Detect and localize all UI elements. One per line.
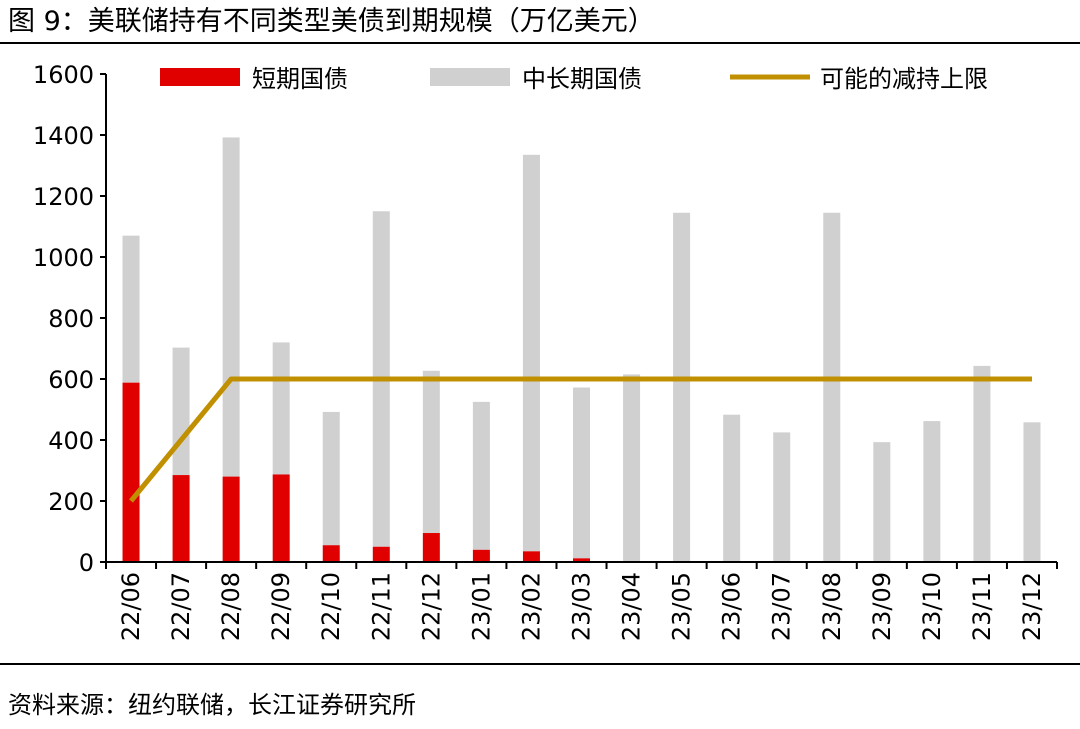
bar-long-term-23-10: [923, 421, 941, 562]
x-tick-label: 23/07: [768, 572, 796, 641]
x-tick-label: 23/05: [668, 572, 696, 641]
bar-long-term-23-06: [723, 414, 741, 562]
x-tick-label: 22/10: [317, 572, 345, 641]
y-tick-label: 200: [48, 488, 94, 516]
legend-swatch-short-term: [160, 68, 240, 86]
bar-long-term-23-01: [472, 401, 490, 550]
bar-short-term-22-11: [372, 546, 390, 562]
bar-long-term-22-06: [122, 235, 140, 383]
legend: 短期国债 中长期国债 可能的减持上限: [160, 65, 988, 93]
series-line-cap: [129, 376, 1032, 503]
bar-long-term-22-12: [422, 370, 440, 534]
x-tick-label: 23/03: [568, 572, 596, 641]
x-tick-label: 23/02: [517, 572, 545, 641]
y-tick-label: 0: [79, 549, 94, 577]
y-tick-label: 400: [48, 427, 94, 455]
y-tick-label: 1600: [33, 61, 94, 89]
bar-long-term-23-07: [773, 432, 791, 562]
x-tick-label: 22/09: [267, 572, 295, 641]
bar-long-term-23-05: [673, 212, 691, 562]
bar-long-term-23-03: [573, 387, 590, 559]
bar-short-term-22-07: [172, 475, 190, 562]
x-tick-label: 22/11: [367, 572, 395, 641]
y-tick-label: 1400: [33, 122, 94, 150]
x-tick-label: 23/08: [818, 572, 846, 641]
bar-short-term-23-02: [522, 551, 540, 562]
y-tick-label: 800: [48, 305, 94, 333]
bar-long-term-22-08: [222, 137, 240, 477]
bar-short-term-22-09: [272, 474, 290, 562]
source-note: 资料来源：纽约联储，长江证券研究所: [8, 691, 416, 719]
x-tick-label: 23/12: [1018, 572, 1046, 641]
bar-long-term-22-07: [172, 347, 190, 476]
title-rule: [0, 42, 1080, 44]
y-tick-label: 1200: [33, 183, 94, 211]
legend-label-long-term: 中长期国债: [522, 65, 642, 93]
legend-swatch-long-term: [430, 68, 510, 86]
bar-long-term-23-11: [973, 365, 991, 562]
bar-short-term-23-01: [472, 549, 490, 562]
bar-long-term-23-12: [1023, 422, 1041, 562]
bar-short-term-22-10: [322, 545, 340, 562]
bar-long-term-22-10: [322, 411, 340, 546]
y-tick-label: 600: [48, 366, 94, 394]
cap-line-layer: [129, 376, 1032, 503]
x-tick-label: 22/08: [217, 572, 245, 641]
bar-long-term-23-02: [522, 154, 540, 552]
bar-short-term-22-08: [222, 476, 240, 562]
y-tick-label: 1000: [33, 244, 94, 272]
x-tick-label: 23/10: [918, 572, 946, 641]
x-tick-label: 23/11: [968, 572, 996, 641]
bar-short-term-22-06: [122, 382, 140, 562]
x-tick-label: 22/07: [167, 572, 195, 641]
bar-short-term-23-03: [573, 558, 590, 562]
bar-long-term-23-09: [873, 442, 891, 562]
x-tick-label: 22/12: [417, 572, 445, 641]
x-tick-label: 23/09: [868, 572, 896, 641]
x-tick-label: 23/01: [467, 572, 495, 641]
bar-long-term-22-09: [272, 342, 290, 475]
legend-label-short-term: 短期国债: [252, 65, 348, 93]
bar-short-term-22-12: [422, 533, 440, 562]
x-tick-label: 22/06: [117, 572, 145, 641]
stacked-bar-chart: 0 200 400 600 800 1000 1200 1400 1600 22/06 22/07 2…: [33, 61, 1058, 641]
bar-long-term-23-04: [623, 374, 641, 562]
figure-title: 图 9：美联储持有不同类型美债到期规模（万亿美元）: [8, 6, 655, 37]
bars-layer: [122, 137, 1041, 562]
x-tick-label: 23/04: [618, 572, 646, 641]
legend-label-cap-line: 可能的减持上限: [820, 65, 988, 93]
footer-rule: [0, 663, 1080, 665]
x-tick-label: 23/06: [718, 572, 746, 641]
axes-layer: 0 200 400 600 800 1000 1200 1400 1600 22/06 22/07 2…: [33, 61, 1058, 641]
bar-long-term-23-08: [823, 212, 841, 562]
